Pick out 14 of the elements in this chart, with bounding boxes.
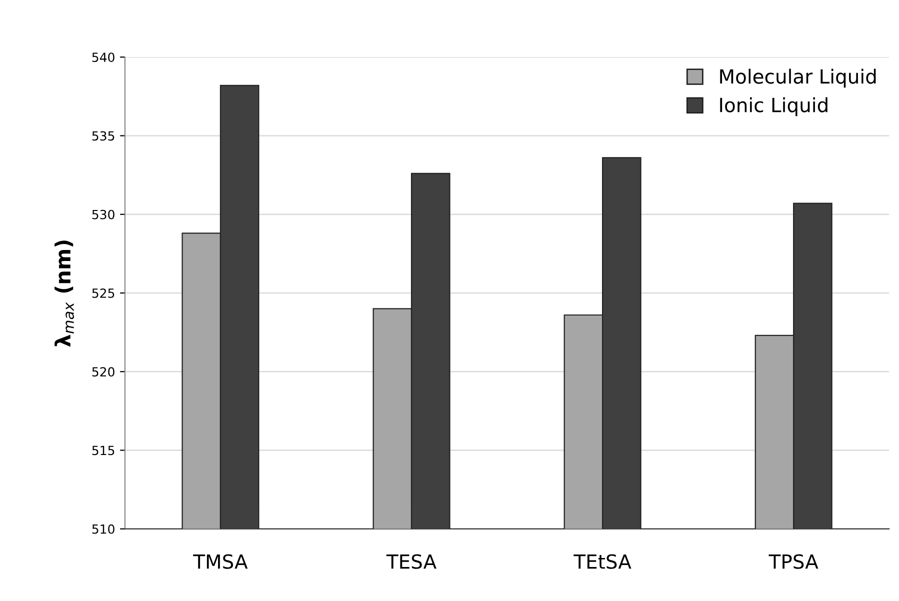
y-tick-label: 535 xyxy=(92,131,114,141)
y-tick-label: 530 xyxy=(92,210,114,220)
y-tick-label: 515 xyxy=(92,446,114,456)
y-axis-title: λ$_{max}$ (nm) xyxy=(54,240,74,347)
y-tick-label: 510 xyxy=(92,524,114,534)
y-tick-label: 520 xyxy=(92,367,114,377)
x-tick-label: TEtSA xyxy=(574,554,632,569)
x-tick-label: TESA xyxy=(386,554,436,569)
legend-label: Molecular Liquid xyxy=(720,68,876,88)
y-tick-label: 525 xyxy=(92,288,114,298)
y-tick-label: 540 xyxy=(92,52,114,62)
x-tick-label: TMSA xyxy=(193,554,248,569)
legend-label: Ionic Liquid xyxy=(720,97,828,116)
x-tick-label: TPSA xyxy=(768,554,818,569)
